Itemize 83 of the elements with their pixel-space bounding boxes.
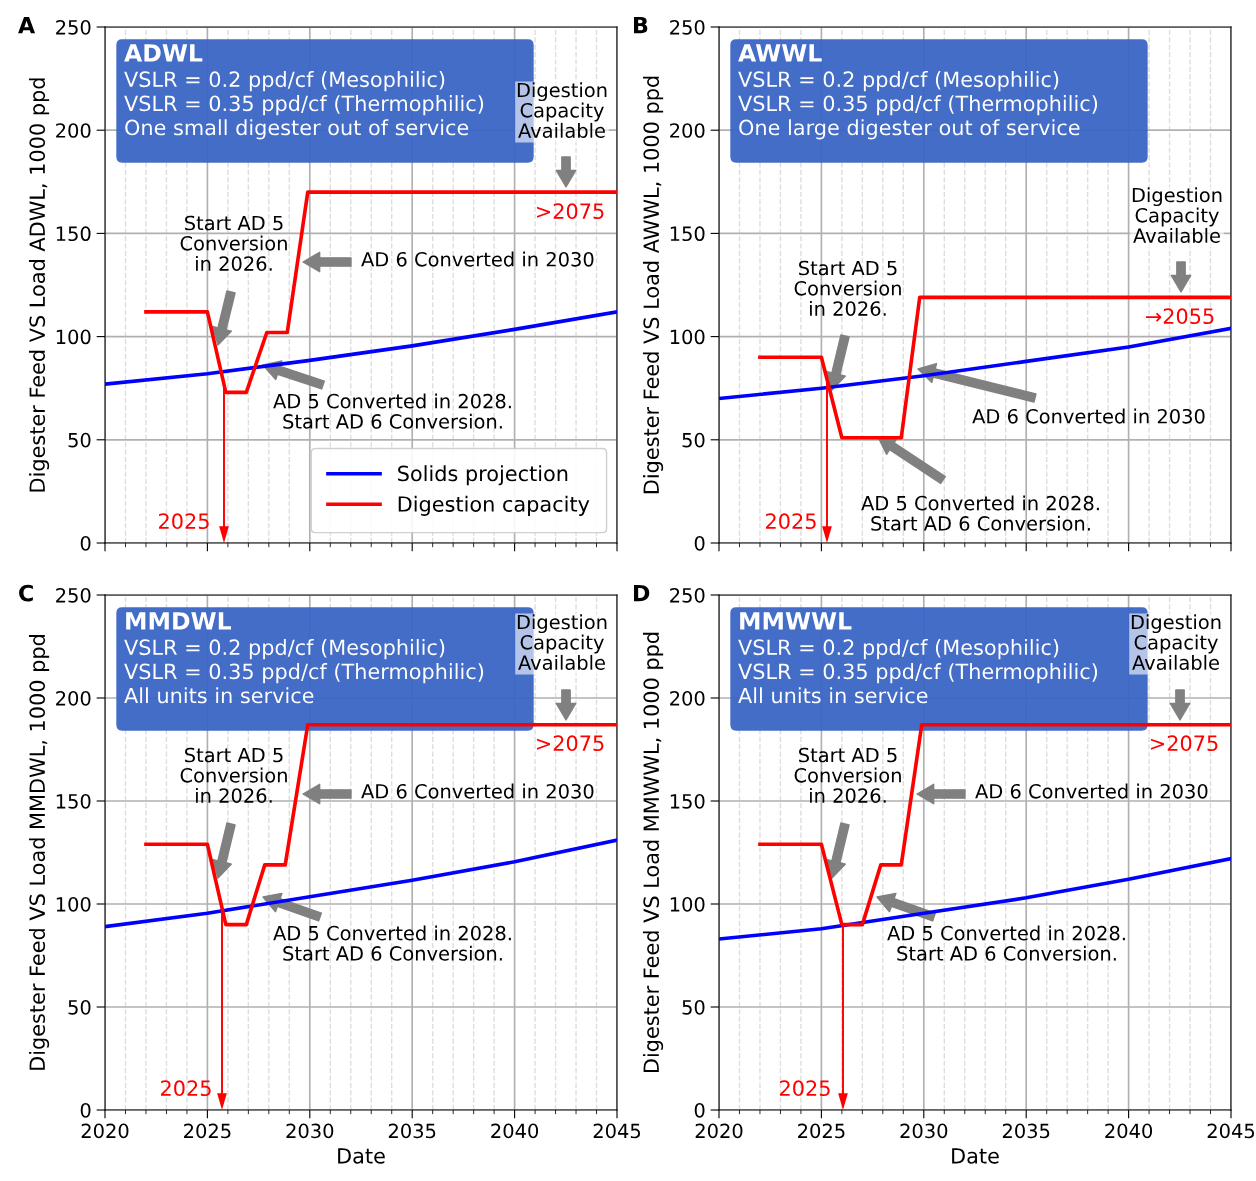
text: D <box>634 584 650 602</box>
x-tick-label: 2020 <box>81 1123 129 1139</box>
y-tick-label: 50 <box>682 999 705 1015</box>
text: MMDWL <box>126 612 232 630</box>
y-tick-label: 250 <box>670 19 705 35</box>
legend-label: Solids projection <box>398 465 568 486</box>
annotation: 2025 <box>161 1080 211 1097</box>
annotation: 2025 <box>159 513 209 530</box>
annotation: Digestion Capacity Available <box>517 82 607 138</box>
x-tick-label: 2030 <box>286 1123 334 1139</box>
annotation: AD 5 Converted in 2028. Start AD 6 Conversion. <box>861 495 1099 531</box>
annotation: Digestion Capacity Available <box>517 614 607 670</box>
annotation: AD 6 Converted in 2030 <box>361 251 594 267</box>
x-tick-label: 2035 <box>388 1123 436 1139</box>
y-tick-label: 150 <box>56 226 91 242</box>
annotation: 2025 <box>766 513 816 530</box>
x-tick-label: 2045 <box>1207 1123 1255 1139</box>
text: VSLR = 0.2 ppd/cf (Mesophilic) VSLR = 0.35 ppd/cf (Thermophilic) All units in service <box>738 639 1098 704</box>
y-tick-label: 150 <box>670 226 705 242</box>
text: ADWL <box>124 44 203 62</box>
text: VSLR = 0.2 ppd/cf (Mesophilic) VSLR = 0.35 ppd/cf (Thermophilic) One large digester out of service <box>738 71 1098 140</box>
y-tick-label: 0 <box>694 535 705 551</box>
text: MMWWL <box>740 612 852 630</box>
y-tick-label: 250 <box>56 587 91 603</box>
text: B <box>634 16 648 34</box>
annotation: 2025 <box>780 1080 830 1097</box>
y-tick-label: 100 <box>56 896 91 912</box>
x-tick-label: 2040 <box>1105 1123 1153 1139</box>
x-tick-label: 2025 <box>798 1123 845 1139</box>
text: C <box>19 584 33 602</box>
annotation: →2055 <box>1145 308 1214 325</box>
y-tick-label: 50 <box>68 999 91 1015</box>
x-tick-label: 2045 <box>593 1123 641 1139</box>
y-tick-label: 200 <box>56 690 91 706</box>
y-tick-label: 200 <box>670 123 705 138</box>
y-axis-title: Digester Feed VS Load MMWWL, 1000 ppd <box>642 632 664 1073</box>
annotation: AD 5 Converted in 2028. Start AD 6 Conversion. <box>887 925 1125 961</box>
y-tick-label: 100 <box>670 896 705 912</box>
y-tick-label: 100 <box>56 329 91 345</box>
annotation: AD 6 Converted in 2030 <box>361 783 594 799</box>
y-tick-label: 100 <box>670 329 705 345</box>
line-series <box>719 326 1231 401</box>
text: VSLR = 0.2 ppd/cf (Mesophilic) VSLR = 0.35 ppd/cf (Thermophilic) All units in service <box>124 639 484 704</box>
line-series <box>719 856 1231 941</box>
y-tick-label: 250 <box>670 587 705 603</box>
annotation: Digestion Capacity Available <box>1131 614 1221 670</box>
y-axis-title: Digester Feed VS Load AWWL, 1000 ppd <box>642 76 664 494</box>
x-tick-label: 2030 <box>900 1123 948 1139</box>
x-tick-label: 2040 <box>491 1123 539 1139</box>
line-series <box>105 310 617 386</box>
y-tick-label: 200 <box>56 123 91 138</box>
annotation: >2075 <box>1150 735 1218 752</box>
annotation: AD 6 Converted in 2030 <box>975 783 1208 799</box>
y-tick-label: 200 <box>670 690 705 706</box>
annotation: AD 5 Converted in 2028. Start AD 6 Conversion. <box>273 393 511 429</box>
y-tick-label: 0 <box>80 1102 91 1118</box>
x-axis-title: Date <box>338 1148 385 1164</box>
x-axis-title: Date <box>952 1148 999 1164</box>
y-tick-label: 0 <box>694 1102 705 1118</box>
x-tick-label: 2025 <box>184 1123 231 1139</box>
x-tick-label: 2035 <box>1002 1123 1050 1139</box>
annotation: Digestion Capacity Available <box>1132 187 1222 243</box>
y-tick-label: 50 <box>68 432 91 448</box>
y-axis-title: Digester Feed VS Load ADWL, 1000 ppd <box>28 78 50 492</box>
text: A <box>18 16 36 34</box>
text: VSLR = 0.2 ppd/cf (Mesophilic) VSLR = 0.35 ppd/cf (Thermophilic) One small digester out of service <box>124 71 484 140</box>
y-tick-label: 150 <box>670 793 705 809</box>
legend-label: Digestion capacity <box>398 495 590 516</box>
y-tick-label: 50 <box>682 432 705 448</box>
y-axis-title: Digester Feed VS Load MMDWL, 1000 ppd <box>28 635 50 1070</box>
x-tick-label: 2020 <box>695 1123 743 1139</box>
annotation: Start AD 5 Conversion in 2026. <box>180 215 287 271</box>
y-tick-label: 150 <box>56 793 91 809</box>
annotation: >2075 <box>536 203 604 220</box>
annotation: Start AD 5 Conversion in 2026. <box>794 747 901 803</box>
annotation: AD 6 Converted in 2030 <box>972 408 1205 424</box>
annotation: AD 5 Converted in 2028. Start AD 6 Conversion. <box>273 925 511 961</box>
text: AWWL <box>738 44 822 62</box>
annotation: >2075 <box>536 735 604 752</box>
y-tick-label: 250 <box>56 19 91 35</box>
y-tick-label: 0 <box>80 535 91 551</box>
annotation: Start AD 5 Conversion in 2026. <box>180 747 287 803</box>
annotation: Start AD 5 Conversion in 2026. <box>794 260 901 316</box>
